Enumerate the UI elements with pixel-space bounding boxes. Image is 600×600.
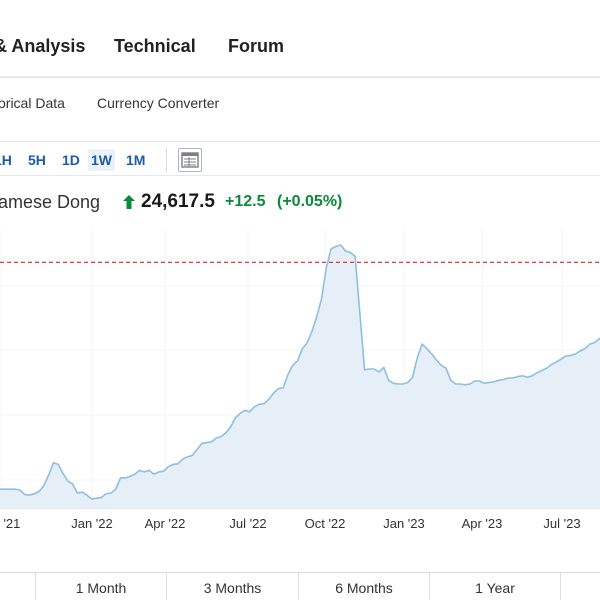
- x-tick-label: Jan '22: [71, 516, 113, 531]
- price-line: [0, 244, 600, 500]
- last-price: 24,617.5: [141, 191, 215, 212]
- x-tick-label: Oct '21: [0, 516, 20, 531]
- top-navigation: & Analysis Technical Forum: [0, 0, 600, 78]
- instrument-name: namese Dong: [0, 192, 101, 212]
- price-change: +12.5: [225, 193, 266, 210]
- x-tick-label: Apr '22: [145, 516, 186, 531]
- price-chart-svg: Oct '21 Jan '22 Apr '22 Jul '22 Oct '22 Jan '…: [0, 230, 600, 531]
- sub-navigation: orical Data Currency Converter: [0, 78, 600, 142]
- range-1-year-button[interactable]: 1 Year: [429, 573, 560, 600]
- timeframe-1m-button[interactable]: 1M: [126, 152, 146, 168]
- x-tick-label: Jan '23: [383, 516, 425, 531]
- price-change-percent: (+0.05%): [277, 193, 343, 210]
- x-tick-label: Apr '23: [462, 516, 503, 531]
- subnav-item-historical-data[interactable]: orical Data: [0, 95, 65, 111]
- price-area-fill: [0, 245, 600, 508]
- range-6-months-button[interactable]: 6 Months: [298, 573, 429, 600]
- timeframe-1d-button[interactable]: 1D: [62, 152, 80, 168]
- nav-item-technical[interactable]: Technical: [114, 36, 196, 56]
- table-view-icon[interactable]: [178, 148, 202, 172]
- range-selector: 1 Month 3 Months 6 Months 1 Year: [0, 572, 600, 600]
- range-more-button[interactable]: [560, 573, 600, 600]
- x-tick-label: Jul '23: [543, 516, 580, 531]
- x-tick-label: Jul '22: [229, 516, 266, 531]
- timeframe-1h-button[interactable]: 1H: [0, 152, 12, 168]
- subnav-item-currency-converter[interactable]: Currency Converter: [97, 95, 220, 111]
- chart-toolbar: 1H 5H 1D 1W 1M: [0, 143, 600, 176]
- price-chart[interactable]: Oct '21 Jan '22 Apr '22 Jul '22 Oct '22 Jan '…: [0, 230, 600, 552]
- range-1-month-button[interactable]: 1 Month: [35, 573, 166, 600]
- arrow-up-icon: [123, 195, 135, 214]
- range-3-months-button[interactable]: 3 Months: [166, 573, 298, 600]
- x-tick-label: Oct '22: [305, 516, 346, 531]
- nav-item-news-analysis[interactable]: & Analysis: [0, 36, 86, 56]
- timeframe-5h-button[interactable]: 5H: [28, 152, 46, 168]
- toolbar-divider: [166, 147, 167, 173]
- nav-item-forum[interactable]: Forum: [228, 36, 284, 56]
- timeframe-1w-button[interactable]: 1W: [88, 149, 115, 171]
